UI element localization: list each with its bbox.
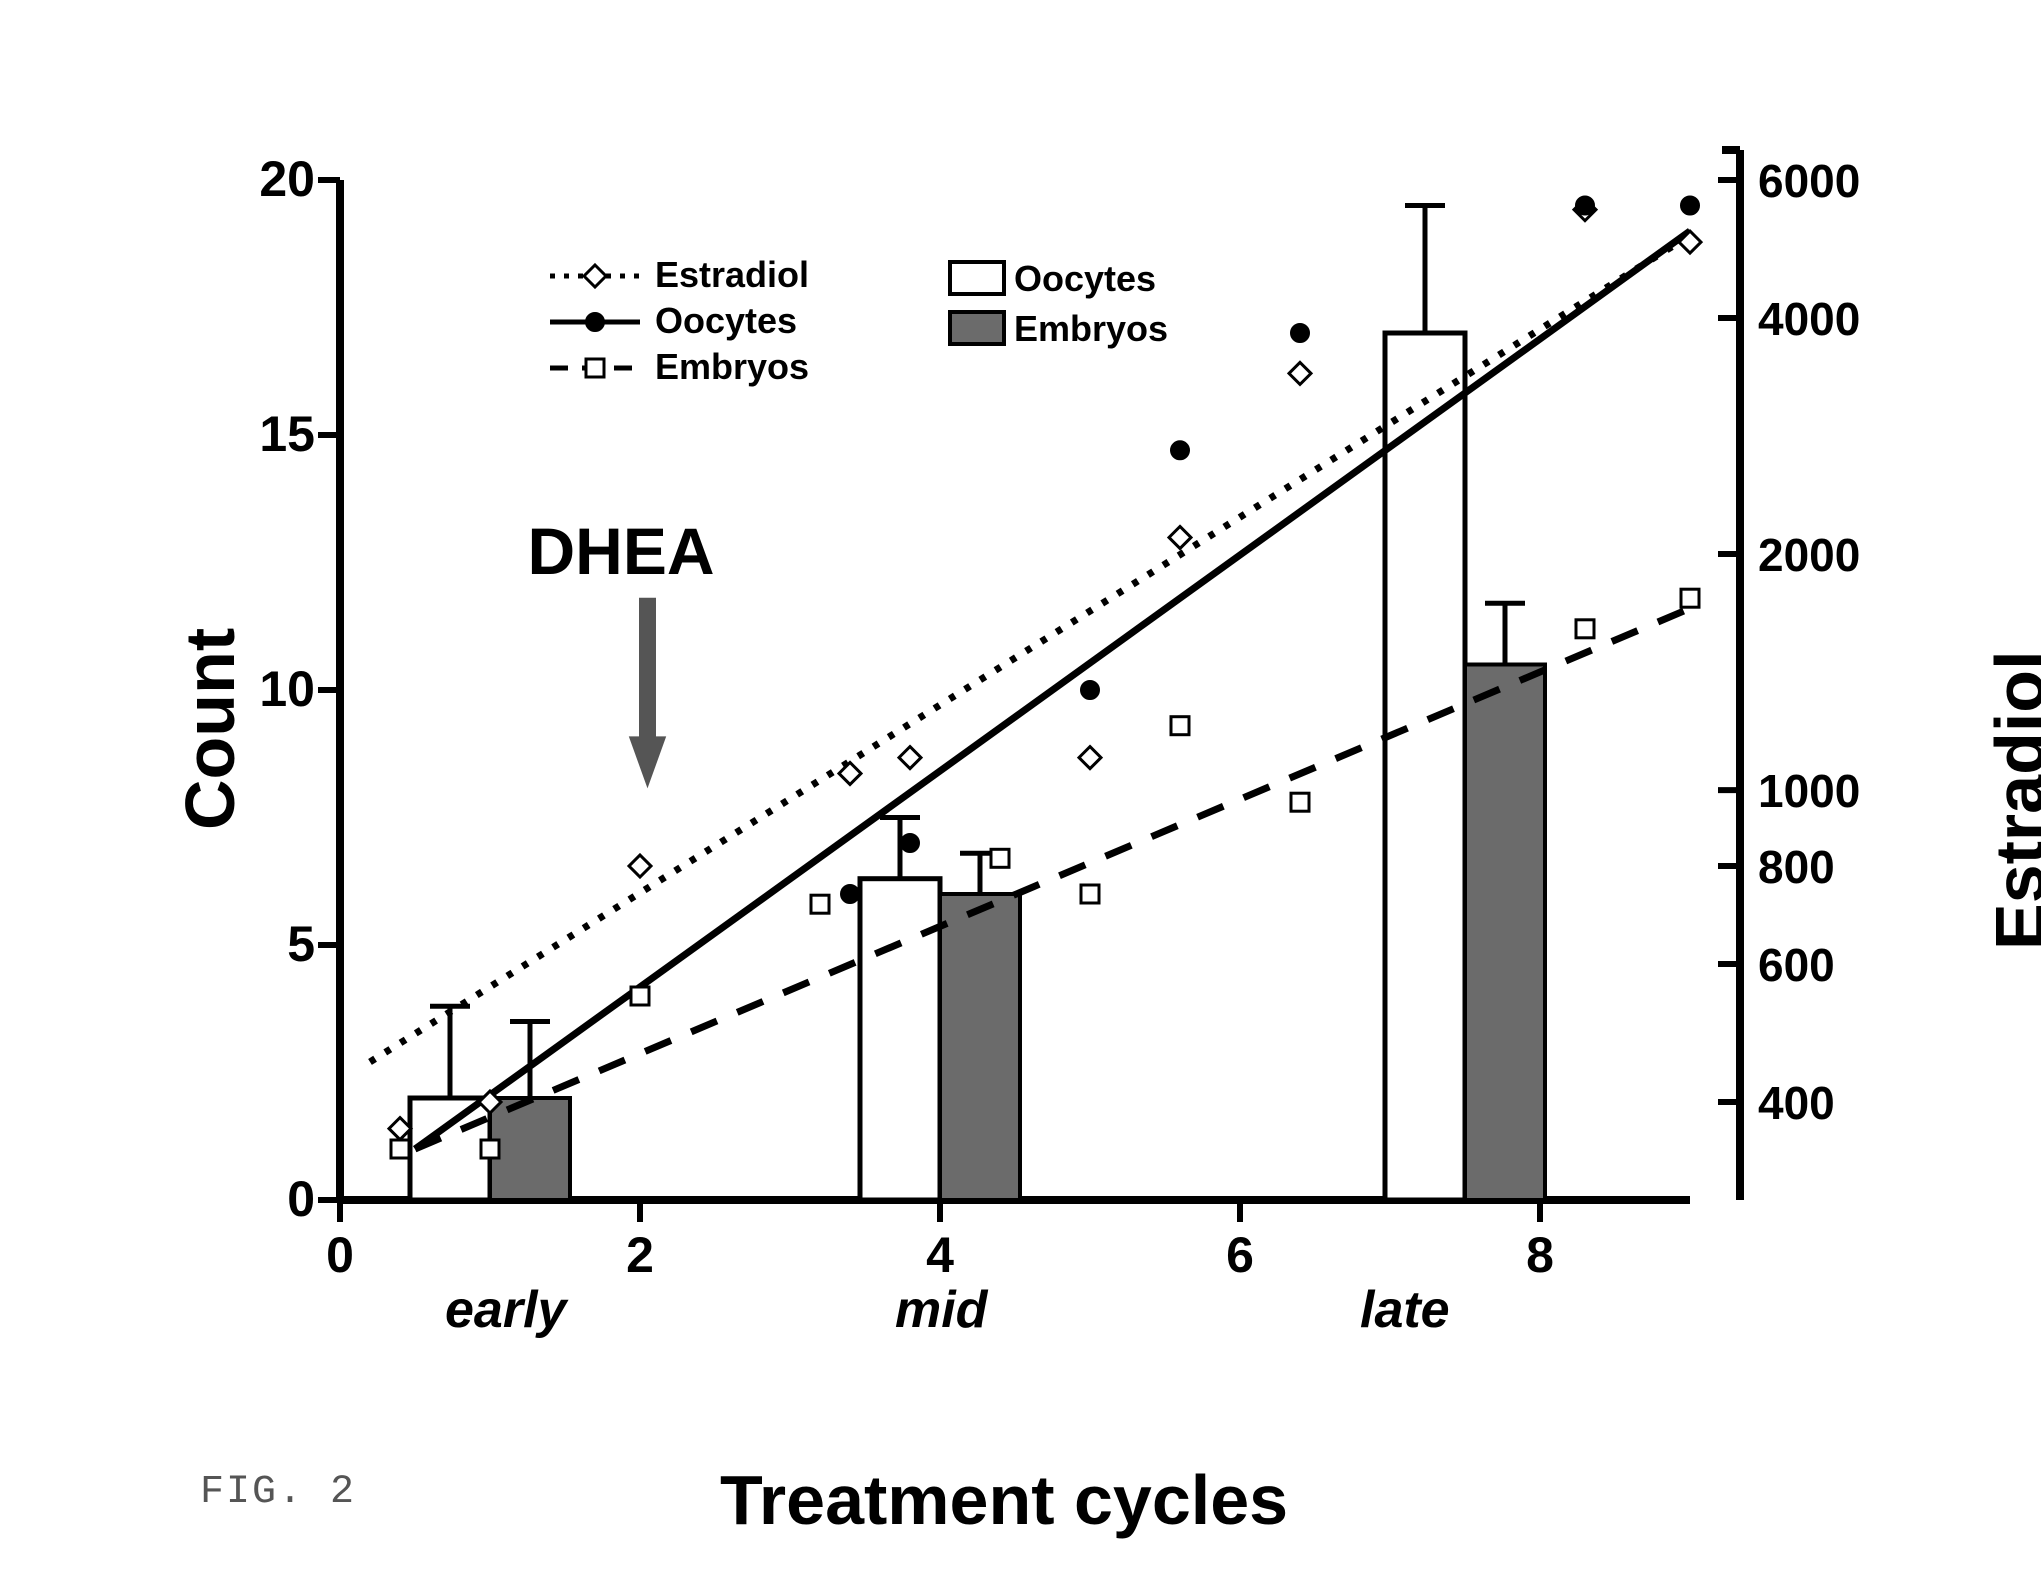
bar-oocytes <box>1385 333 1465 1200</box>
legend-line-label-embryos: Embryos <box>655 346 809 388</box>
ytick-right-label: 600 <box>1758 938 1835 992</box>
xtick-label: 4 <box>915 1226 965 1284</box>
ytick-left-label: 5 <box>245 915 315 973</box>
bar-embryos <box>490 1098 570 1200</box>
ytick-right-label: 1000 <box>1758 764 1860 818</box>
marker-oocytes <box>901 834 919 852</box>
bar-oocytes <box>860 879 940 1200</box>
dhea-arrow <box>630 598 666 787</box>
marker-embryos <box>481 1140 499 1158</box>
annotation-dhea: DHEA <box>528 513 715 589</box>
xtick-label: 2 <box>615 1226 665 1284</box>
xtick-label: 0 <box>315 1226 365 1284</box>
marker-oocytes <box>1576 197 1594 215</box>
marker-oocytes <box>1171 441 1189 459</box>
phase-label: late <box>1360 1280 1450 1340</box>
marker-embryos <box>811 895 829 913</box>
legend-line-label-oocytes: Oocytes <box>655 300 797 342</box>
xtick-label: 8 <box>1515 1226 1565 1284</box>
ytick-left-label: 20 <box>245 150 315 208</box>
ytick-right-label: 4000 <box>1758 292 1860 346</box>
marker-oocytes <box>841 885 859 903</box>
ytick-right-label: 2000 <box>1758 528 1860 582</box>
marker-estradiol <box>1169 526 1191 548</box>
stage: FIG. 2 Treatment cycles Count Estradiol … <box>0 0 2041 1594</box>
marker-embryos <box>1681 589 1699 607</box>
marker-estradiol <box>1079 747 1101 769</box>
marker-embryos <box>1291 793 1309 811</box>
phase-label: mid <box>895 1280 987 1340</box>
legend-bar-label-embryos: Embryos <box>1014 308 1168 350</box>
marker-estradiol <box>899 747 921 769</box>
marker-embryos <box>1576 620 1594 638</box>
bar-embryos <box>940 894 1020 1200</box>
ytick-left-label: 15 <box>245 405 315 463</box>
plot-area <box>0 0 2041 1594</box>
marker-oocytes <box>1681 197 1699 215</box>
ytick-left-label: 0 <box>245 1170 315 1228</box>
legend-line-label-estradiol: Estradiol <box>655 254 809 296</box>
marker-oocytes <box>1081 681 1099 699</box>
marker-embryos <box>631 987 649 1005</box>
ytick-right-label: 800 <box>1758 840 1835 894</box>
ytick-left-label: 10 <box>245 660 315 718</box>
marker-embryos <box>391 1140 409 1158</box>
marker-estradiol <box>629 855 651 877</box>
marker-embryos <box>1171 717 1189 735</box>
ytick-right-label: 400 <box>1758 1076 1835 1130</box>
bar-embryos <box>1465 665 1545 1201</box>
legend-bar-label-oocytes: Oocytes <box>1014 258 1156 300</box>
phase-label: early <box>445 1280 566 1340</box>
marker-embryos <box>1081 885 1099 903</box>
marker-embryos <box>991 849 1009 867</box>
marker-estradiol <box>839 762 861 784</box>
xtick-label: 6 <box>1215 1226 1265 1284</box>
ytick-right-label: 6000 <box>1758 154 1860 208</box>
